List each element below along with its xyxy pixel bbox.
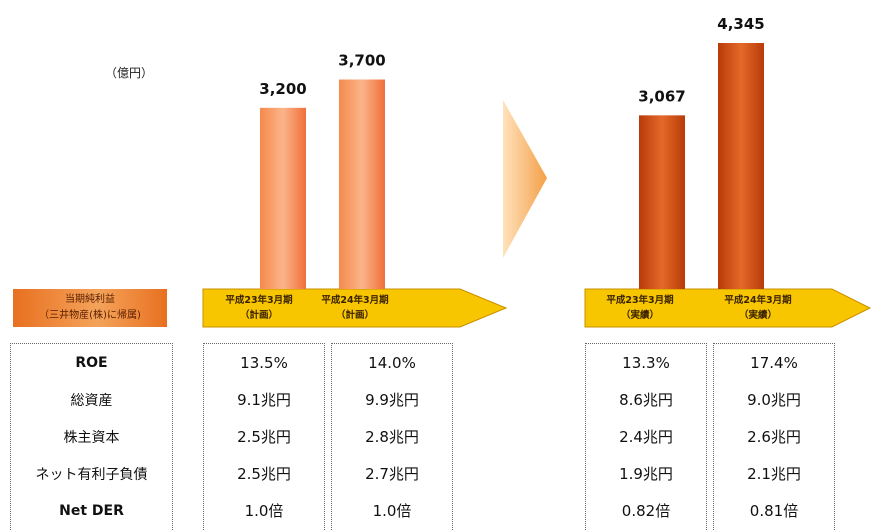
bar-value-label-plan-1: 3,700 xyxy=(338,52,385,70)
metric-value: 14.0% xyxy=(368,353,416,372)
metric-label-roe: ROE xyxy=(75,354,108,371)
metric-label-total-assets: 総資産 xyxy=(70,392,113,409)
bar-value-label-actual-0: 3,067 xyxy=(638,87,685,105)
metric-value: 1.0倍 xyxy=(372,502,412,520)
metric-value: 2.6兆円 xyxy=(747,428,801,446)
metrics-label-column: ROE 総資産 株主資本 ネット有利子負債 Net DER xyxy=(10,343,173,530)
metric-value: 9.1兆円 xyxy=(237,391,291,409)
metric-value: 2.4兆円 xyxy=(619,428,673,446)
bar-value-label-plan-0: 3,200 xyxy=(259,80,306,98)
period-label-line2: （計画） xyxy=(336,309,374,321)
metric-value: 2.8兆円 xyxy=(365,428,419,446)
transition-arrow-icon xyxy=(503,100,547,258)
period-label-line1: 平成24年3月期 xyxy=(321,294,388,306)
metric-value: 13.3% xyxy=(622,353,670,372)
legend-line1: 当期純利益 xyxy=(65,294,115,305)
bar-actual-0 xyxy=(639,115,685,290)
bar-plan-0 xyxy=(260,107,306,290)
metric-value: 13.5% xyxy=(240,353,288,372)
period-label-line2: （実績） xyxy=(621,309,659,321)
timeline-arrow-plan xyxy=(202,288,508,328)
period-label-line2: （実績） xyxy=(739,309,777,321)
metric-value: 9.9兆円 xyxy=(365,391,419,409)
period-label-line1: 平成23年3月期 xyxy=(606,294,673,306)
metrics-column-actual-fy2012: 17.4% 9.0兆円 2.6兆円 2.1兆円 0.81倍 xyxy=(713,343,835,530)
metric-value: 9.0兆円 xyxy=(747,391,801,409)
metric-value: 2.7兆円 xyxy=(365,465,419,483)
metrics-column-plan-fy2011: 13.5% 9.1兆円 2.5兆円 2.5兆円 1.0倍 xyxy=(203,343,325,530)
metric-value: 2.1兆円 xyxy=(747,465,801,483)
bar-actual-1 xyxy=(718,43,764,289)
metrics-column-actual-fy2011: 13.3% 8.6兆円 2.4兆円 1.9兆円 0.82倍 xyxy=(585,343,707,530)
unit-label: （億円） xyxy=(105,66,154,80)
metric-value: 8.6兆円 xyxy=(619,391,673,409)
metric-value: 0.82倍 xyxy=(621,502,671,520)
metric-value: 0.81倍 xyxy=(749,502,799,520)
metric-value: 17.4% xyxy=(750,353,798,372)
metric-label-shareholders-equity: 株主資本 xyxy=(63,429,120,446)
bar-plan-1 xyxy=(339,79,385,289)
timeline-arrow-actual xyxy=(584,288,872,328)
metric-value: 1.9兆円 xyxy=(619,465,673,483)
period-label-line1: 平成24年3月期 xyxy=(724,294,791,306)
bar-value-label-actual-1: 4,345 xyxy=(717,15,764,33)
metric-value: 2.5兆円 xyxy=(237,428,291,446)
metric-label-net-der: Net DER xyxy=(59,502,124,519)
metric-value: 2.5兆円 xyxy=(237,465,291,483)
period-label-line1: 平成23年3月期 xyxy=(225,294,292,306)
metric-label-net-debt: ネット有利子負債 xyxy=(35,466,148,483)
metric-value: 1.0倍 xyxy=(244,502,284,520)
period-label-line2: （計画） xyxy=(240,309,278,321)
metrics-column-plan-fy2012: 14.0% 9.9兆円 2.8兆円 2.7兆円 1.0倍 xyxy=(331,343,453,530)
legend-line2: （三井物産(株)に帰属) xyxy=(39,310,141,321)
legend-net-income: 当期純利益 （三井物産(株)に帰属) xyxy=(13,289,167,327)
